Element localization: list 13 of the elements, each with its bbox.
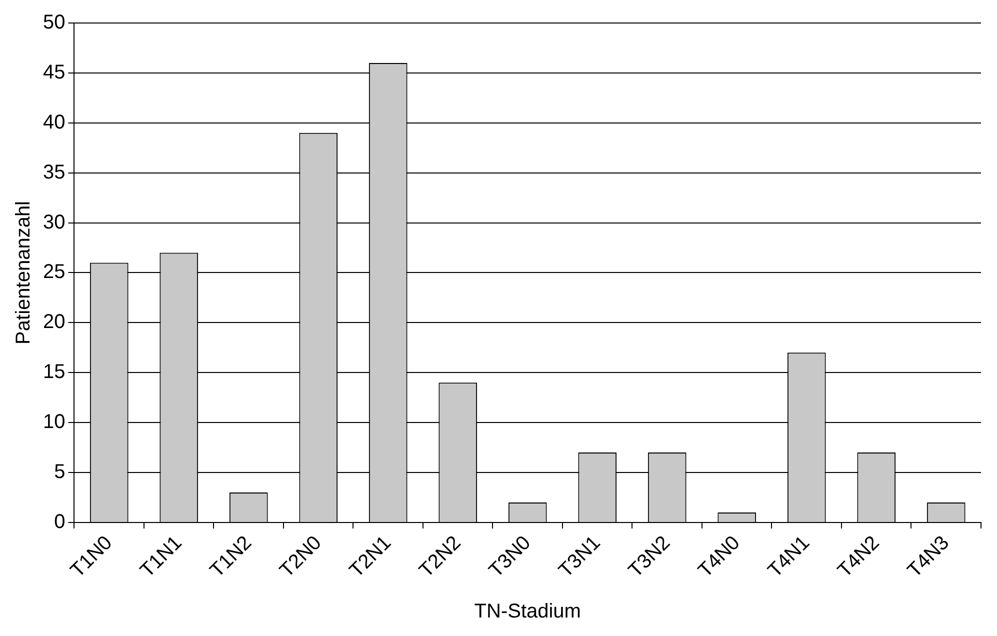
x-axis-title: TN-Stadium bbox=[474, 600, 581, 623]
y-tick-label: 0 bbox=[54, 510, 66, 533]
y-tick-label: 50 bbox=[42, 12, 66, 34]
y-tick-label: 40 bbox=[42, 111, 66, 134]
y-tick-label: 15 bbox=[42, 361, 66, 384]
y-tick-label: 20 bbox=[42, 311, 66, 334]
y-tick-label: 30 bbox=[42, 211, 66, 234]
y-tick-label: 35 bbox=[42, 161, 66, 184]
y-tick-label: 25 bbox=[42, 261, 66, 284]
y-axis-title: Patientenanzahl bbox=[12, 200, 35, 344]
y-tick-label: 10 bbox=[42, 411, 66, 434]
y-tick-label: 5 bbox=[54, 461, 66, 484]
y-tick-label: 45 bbox=[42, 61, 66, 84]
